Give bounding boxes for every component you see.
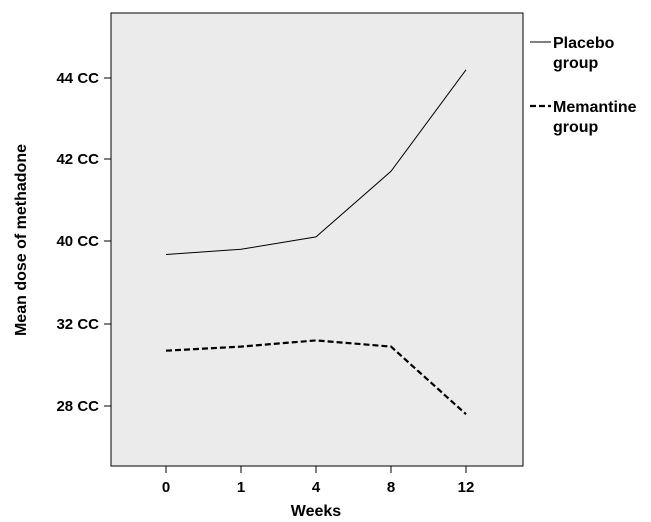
x-tick-label: 12 bbox=[458, 479, 475, 496]
x-tick-label: 4 bbox=[312, 479, 321, 496]
x-axis: 0 1 4 8 12 bbox=[162, 466, 475, 496]
legend-label: Placebo bbox=[553, 35, 615, 52]
legend-label: group bbox=[553, 55, 599, 72]
legend: Placebo group Memantine group bbox=[530, 35, 637, 136]
y-tick-label: 42 CC bbox=[56, 151, 99, 168]
plot-area bbox=[110, 12, 524, 467]
series-lines bbox=[165, 69, 467, 416]
x-axis-label: Weeks bbox=[291, 503, 342, 520]
y-axis: 28 CC 32 CC 40 CC 42 CC 44 CC bbox=[56, 70, 111, 415]
x-tick-label: 1 bbox=[237, 479, 245, 496]
memantine-series-line bbox=[165, 339, 467, 416]
y-tick-label: 40 CC bbox=[56, 233, 99, 250]
x-tick-label: 8 bbox=[387, 479, 395, 496]
y-tick-label: 28 CC bbox=[56, 398, 99, 415]
legend-label: group bbox=[553, 119, 599, 136]
y-tick-label: 32 CC bbox=[56, 316, 99, 333]
placebo-series-line bbox=[165, 69, 467, 255]
x-tick-label: 0 bbox=[162, 479, 170, 496]
y-tick-label: 44 CC bbox=[56, 70, 99, 87]
legend-label: Memantine bbox=[553, 99, 637, 116]
y-axis-label: Mean dose of methadone bbox=[13, 144, 30, 336]
